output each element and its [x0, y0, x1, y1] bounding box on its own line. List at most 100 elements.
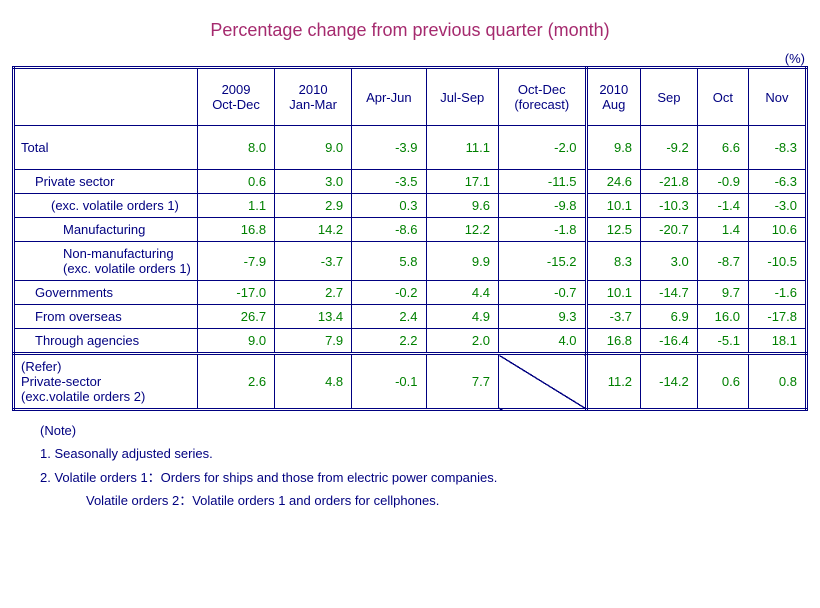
label-manufacturing: Manufacturing	[14, 218, 198, 242]
cell: 11.1	[426, 126, 499, 170]
cell: 7.9	[275, 329, 352, 354]
cell: 3.0	[275, 170, 352, 194]
header-col4: Jul-Sep	[426, 68, 499, 126]
cell: 10.1	[586, 194, 641, 218]
row-private: Private sector 0.6 3.0 -3.5 17.1 -11.5 2…	[14, 170, 807, 194]
cell: 9.0	[198, 329, 275, 354]
row-exc1: (exc. volatile orders 1) 1.1 2.9 0.3 9.6…	[14, 194, 807, 218]
label-total: Total	[14, 126, 198, 170]
header-col1: 2009Oct-Dec	[198, 68, 275, 126]
cell: 2.0	[426, 329, 499, 354]
cell: -10.5	[748, 242, 806, 281]
cell: -1.8	[499, 218, 587, 242]
cell: 2.9	[275, 194, 352, 218]
cell: -3.7	[275, 242, 352, 281]
cell: -14.2	[641, 354, 698, 410]
cell: 1.1	[198, 194, 275, 218]
unit-label: (%)	[0, 51, 820, 66]
cell: -0.1	[352, 354, 426, 410]
cell: 7.7	[426, 354, 499, 410]
label-nonmanufacturing: Non-manufacturing (exc. volatile orders …	[14, 242, 198, 281]
header-col6: 2010Aug	[586, 68, 641, 126]
cell: -17.0	[198, 281, 275, 305]
row-overseas: From overseas 26.7 13.4 2.4 4.9 9.3 -3.7…	[14, 305, 807, 329]
cell: -9.8	[499, 194, 587, 218]
cell: 24.6	[586, 170, 641, 194]
row-refer: (Refer) Private-sector (exc.volatile ord…	[14, 354, 807, 410]
label-governments: Governments	[14, 281, 198, 305]
cell: 4.0	[499, 329, 587, 354]
cell: -1.6	[748, 281, 806, 305]
cell: 9.3	[499, 305, 587, 329]
header-col8: Oct	[697, 68, 748, 126]
cell: 4.4	[426, 281, 499, 305]
cell: -1.4	[697, 194, 748, 218]
cell: 6.9	[641, 305, 698, 329]
cell: 2.4	[352, 305, 426, 329]
cell: -0.9	[697, 170, 748, 194]
label-agencies: Through agencies	[14, 329, 198, 354]
header-col5: Oct-Dec(forecast)	[499, 68, 587, 126]
cell: 9.9	[426, 242, 499, 281]
cell: 2.7	[275, 281, 352, 305]
cell: 0.8	[748, 354, 806, 410]
cell: -21.8	[641, 170, 698, 194]
note-1: 1. Seasonally adjusted series.	[40, 442, 820, 465]
cell: 17.1	[426, 170, 499, 194]
cell: 2.6	[198, 354, 275, 410]
cell: 9.7	[697, 281, 748, 305]
cell: -7.9	[198, 242, 275, 281]
cell: 5.8	[352, 242, 426, 281]
cell: 8.0	[198, 126, 275, 170]
cell: -20.7	[641, 218, 698, 242]
cell: 16.8	[198, 218, 275, 242]
cell: 11.2	[586, 354, 641, 410]
cell: 0.6	[697, 354, 748, 410]
cell: -11.5	[499, 170, 587, 194]
cell: 9.6	[426, 194, 499, 218]
row-agencies: Through agencies 9.0 7.9 2.2 2.0 4.0 16.…	[14, 329, 807, 354]
row-total: Total 8.0 9.0 -3.9 11.1 -2.0 9.8 -9.2 6.…	[14, 126, 807, 170]
row-governments: Governments -17.0 2.7 -0.2 4.4 -0.7 10.1…	[14, 281, 807, 305]
cell: 10.1	[586, 281, 641, 305]
cell: 13.4	[275, 305, 352, 329]
cell: 0.3	[352, 194, 426, 218]
cell: 9.8	[586, 126, 641, 170]
label-overseas: From overseas	[14, 305, 198, 329]
cell: -14.7	[641, 281, 698, 305]
cell: -8.7	[697, 242, 748, 281]
cell: 16.0	[697, 305, 748, 329]
header-col9: Nov	[748, 68, 806, 126]
cell: -8.6	[352, 218, 426, 242]
cell-blank-diagonal	[499, 354, 587, 410]
cell: 12.2	[426, 218, 499, 242]
cell: -6.3	[748, 170, 806, 194]
row-nonmanufacturing: Non-manufacturing (exc. volatile orders …	[14, 242, 807, 281]
label-exc1: (exc. volatile orders 1)	[14, 194, 198, 218]
cell: 6.6	[697, 126, 748, 170]
cell: -17.8	[748, 305, 806, 329]
cell: -3.0	[748, 194, 806, 218]
label-private: Private sector	[14, 170, 198, 194]
cell: 3.0	[641, 242, 698, 281]
cell: -9.2	[641, 126, 698, 170]
cell: -2.0	[499, 126, 587, 170]
note-3: Volatile orders 2：Volatile orders 1 and …	[40, 489, 820, 512]
cell: -3.9	[352, 126, 426, 170]
cell: 8.3	[586, 242, 641, 281]
cell: -16.4	[641, 329, 698, 354]
cell: -3.5	[352, 170, 426, 194]
note-heading: (Note)	[40, 419, 820, 442]
note-2: 2. Volatile orders 1：Orders for ships an…	[40, 466, 820, 489]
data-table: 2009Oct-Dec 2010Jan-Mar Apr-Jun Jul-Sep …	[12, 66, 808, 411]
header-blank	[14, 68, 198, 126]
cell: 10.6	[748, 218, 806, 242]
cell: 18.1	[748, 329, 806, 354]
page-title: Percentage change from previous quarter …	[0, 0, 820, 51]
header-col2: 2010Jan-Mar	[275, 68, 352, 126]
notes-block: (Note) 1. Seasonally adjusted series. 2.…	[0, 411, 820, 513]
cell: -10.3	[641, 194, 698, 218]
cell: -0.2	[352, 281, 426, 305]
cell: -15.2	[499, 242, 587, 281]
cell: 16.8	[586, 329, 641, 354]
